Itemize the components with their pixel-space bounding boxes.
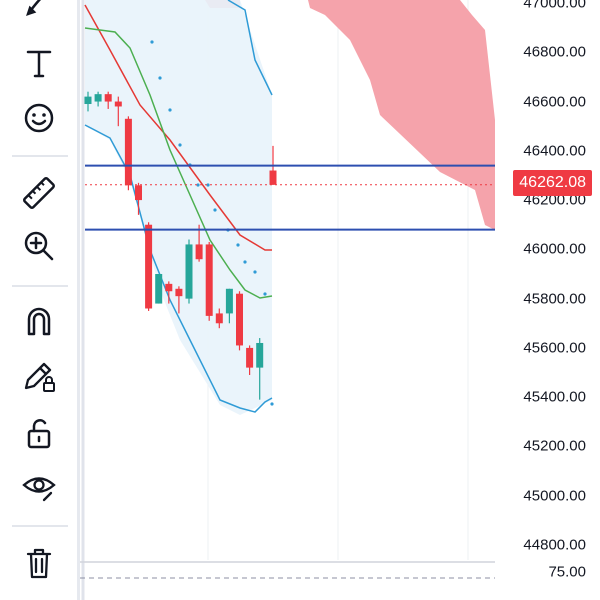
candle-body-down: [135, 185, 142, 201]
price-tick-label: 46400.00: [523, 142, 586, 160]
brush-tool-button[interactable]: [14, 0, 64, 30]
trash-icon: [20, 544, 58, 587]
price-tick-label: 46000.00: [523, 240, 586, 258]
candle-body-up: [256, 342, 264, 368]
price-tick-label: 45000.00: [523, 487, 586, 505]
candle-body-down: [246, 347, 254, 368]
candle-body-down: [104, 94, 112, 102]
sar-dot: [270, 402, 274, 406]
unlock-button[interactable]: [14, 410, 64, 460]
price-tick-label: 46800.00: [523, 43, 586, 61]
price-tick-label: 47000.00: [523, 0, 586, 12]
toolbar-separator: [12, 155, 68, 157]
current-price-badge: 46262.08: [513, 170, 592, 196]
candle-body-up: [155, 274, 163, 304]
smiley-icon: [20, 99, 58, 142]
ruler-icon: [20, 174, 58, 217]
chart-pane[interactable]: 47000.00 46800.00 46600.00 46400.00 46200.00…: [80, 0, 600, 600]
price-chart[interactable]: [80, 0, 600, 600]
candle-body-down: [114, 101, 122, 107]
candle-body-down: [205, 244, 213, 316]
eye-icon: [20, 466, 58, 509]
candle-body-up: [84, 96, 92, 105]
candle-body-down: [195, 244, 203, 260]
candle-body-up: [225, 288, 233, 314]
price-tick-label: 45800.00: [523, 290, 586, 308]
sar-dot: [253, 270, 257, 274]
unlock-icon: [20, 414, 58, 457]
candle-body-down: [175, 288, 183, 297]
middle-band-line: [84, 27, 273, 299]
delete-button[interactable]: [14, 540, 64, 590]
price-tick-label: 45600.00: [523, 339, 586, 357]
red-line: [84, 4, 272, 251]
sar-dot: [206, 183, 210, 187]
candle-body-up: [94, 94, 102, 102]
magnet-icon: [20, 302, 58, 345]
sar-dot: [243, 260, 247, 264]
candle-body-down: [165, 283, 173, 292]
drawing-toolbar: [0, 0, 80, 600]
toolbar-separator: [12, 525, 68, 527]
sar-dot: [150, 40, 154, 44]
sar-dot: [196, 183, 200, 187]
measure-tool-button[interactable]: [14, 170, 64, 220]
sar-dot: [158, 76, 162, 80]
toolbar-separator: [12, 285, 68, 287]
text-tool-button[interactable]: [14, 40, 64, 90]
emoji-tool-button[interactable]: [14, 95, 64, 145]
pencil-lock-icon: [20, 356, 58, 399]
indicator-axis-label: 75.00: [548, 563, 586, 581]
hide-drawings-button[interactable]: [14, 462, 64, 512]
price-tick-label: 44800.00: [523, 536, 586, 554]
upper-band-line: [227, 0, 273, 96]
sar-dot: [236, 243, 240, 247]
price-tick-label: 46600.00: [523, 93, 586, 111]
band-fill: [85, 0, 272, 415]
text-icon: [20, 44, 58, 87]
zoom-tool-button[interactable]: [14, 223, 64, 273]
price-tick-label: 45200.00: [523, 437, 586, 455]
candle-body-down: [236, 293, 243, 346]
brush-icon: [20, 0, 58, 27]
candle-body-up: [185, 244, 193, 299]
candle-body-down: [124, 118, 132, 186]
candle-body-down: [215, 313, 223, 324]
price-tick-label: 45400.00: [523, 388, 586, 406]
lower-band-line: [84, 124, 273, 413]
lock-drawings-button[interactable]: [14, 352, 64, 402]
magnet-tool-button[interactable]: [14, 298, 64, 348]
sar-dot: [213, 208, 217, 212]
kumo-cloud: [308, 0, 495, 230]
candle-body-down: [145, 224, 153, 309]
sar-dot: [168, 108, 172, 112]
sar-dot: [263, 292, 267, 296]
sar-dot: [178, 143, 182, 147]
candle-body-down: [269, 170, 277, 185]
zoom-in-icon: [20, 227, 58, 270]
